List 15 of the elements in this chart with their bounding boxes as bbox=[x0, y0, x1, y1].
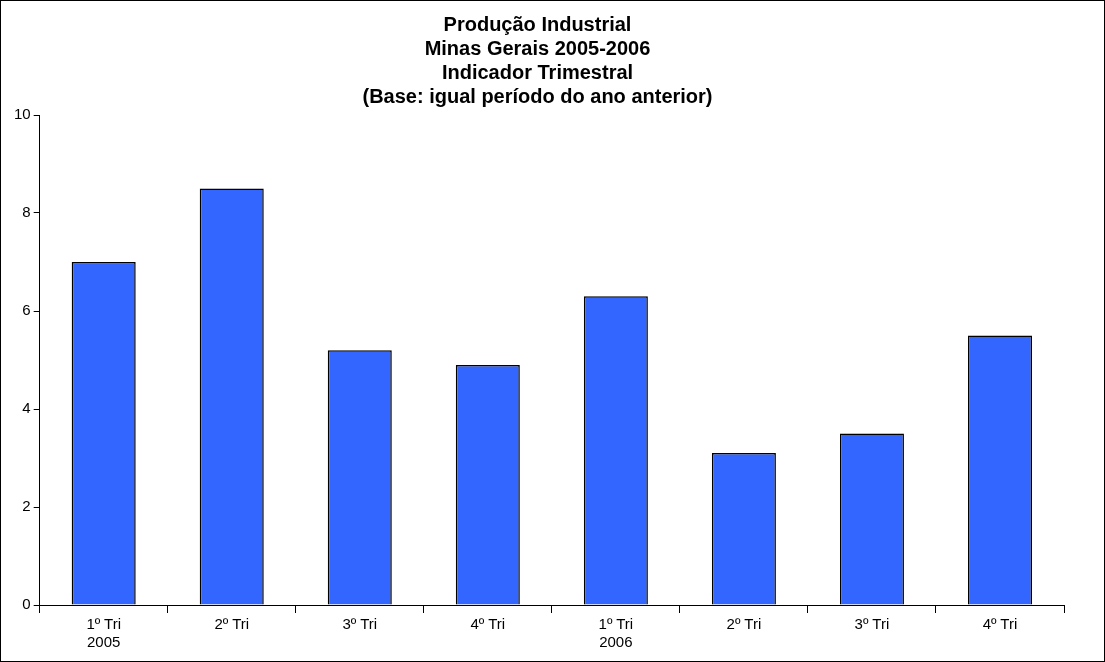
y-tick-label: 4 bbox=[22, 399, 31, 417]
y-tick-label: 2 bbox=[22, 497, 31, 515]
y-tick-label: 10 bbox=[14, 105, 31, 123]
x-tick-label: 4º Tri bbox=[470, 615, 506, 633]
x-tick-label: 3º Tri bbox=[854, 615, 890, 633]
x-tick-label: 1º Tri 2006 bbox=[598, 615, 634, 651]
y-tick-label: 0 bbox=[22, 595, 31, 613]
x-tick-label: 2º Tri bbox=[214, 615, 250, 633]
x-tick-label: 2º Tri bbox=[726, 615, 762, 633]
chart-title: Produção Industrial Minas Gerais 2005-2006 Indicador Trimestral (Base: igual período do ano anterior) bbox=[362, 12, 713, 107]
x-tick-label: 3º Tri bbox=[342, 615, 378, 633]
x-tick-label: 1º Tri 2005 bbox=[86, 615, 122, 651]
y-tick-label: 8 bbox=[22, 203, 31, 221]
x-tick-label: 4º Tri bbox=[982, 615, 1018, 633]
y-tick-label: 6 bbox=[22, 301, 31, 319]
